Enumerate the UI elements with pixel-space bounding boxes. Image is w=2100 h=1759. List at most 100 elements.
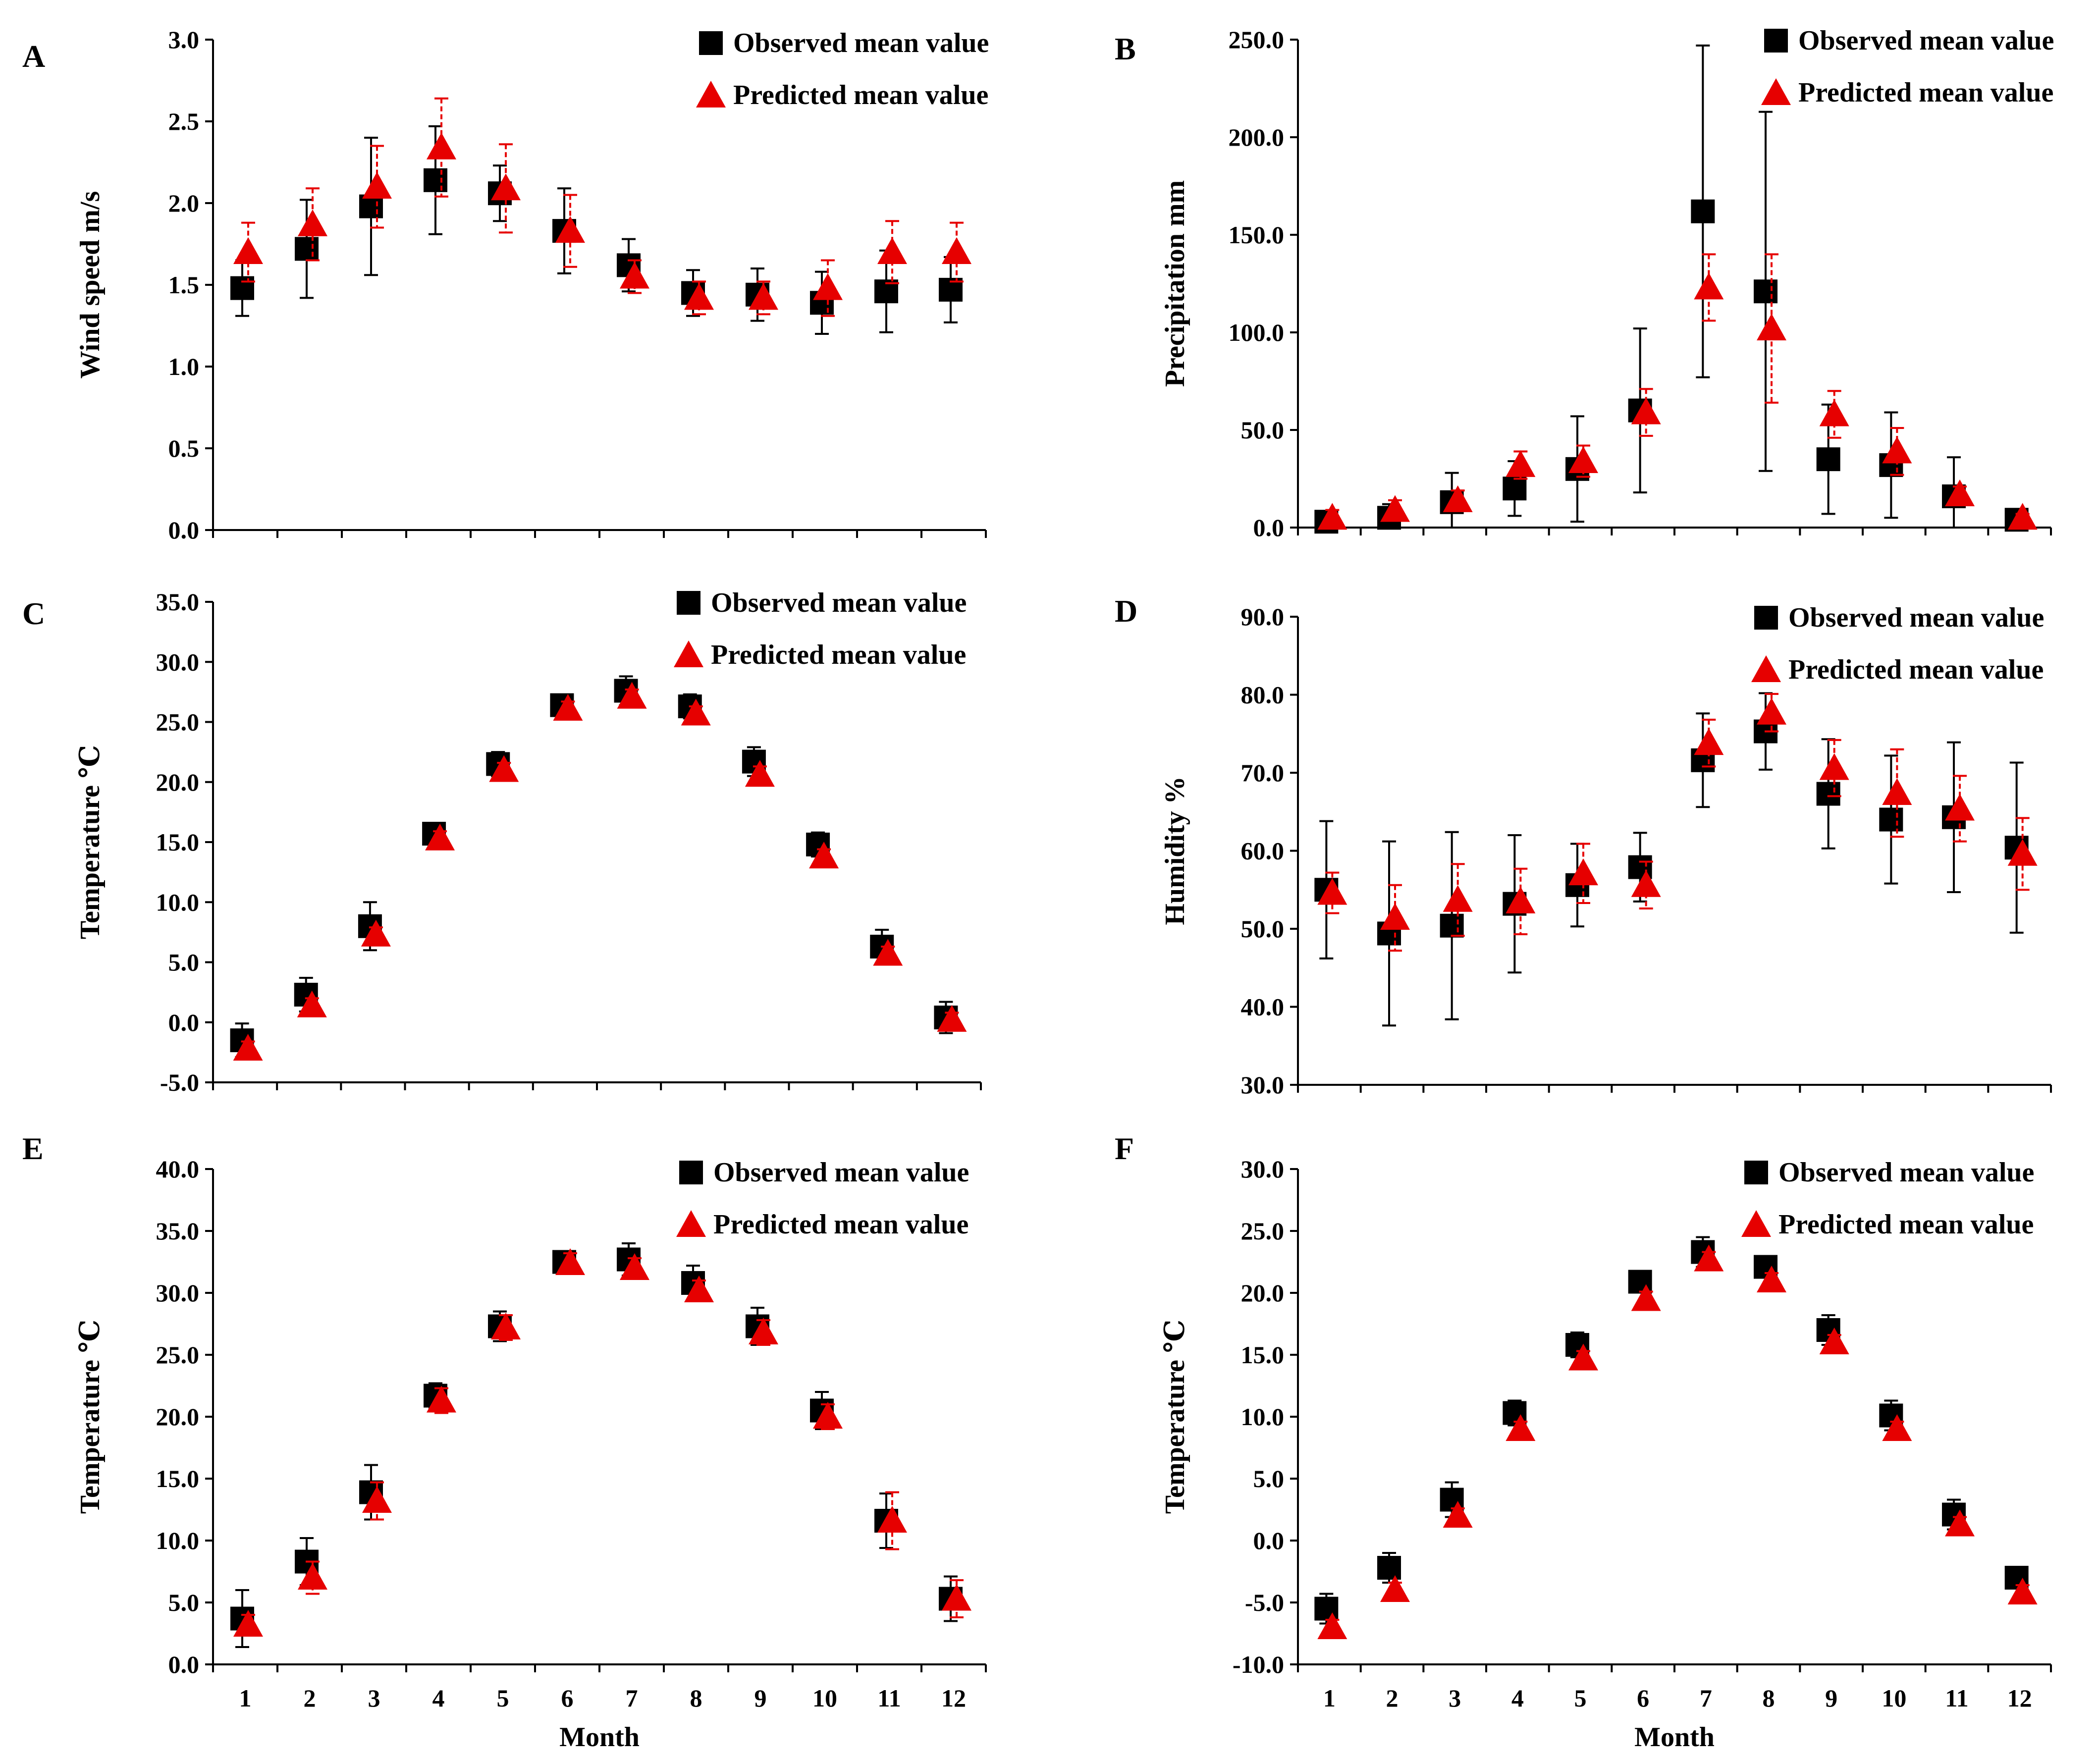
predicted-series — [233, 682, 967, 1061]
predicted-point — [809, 842, 839, 869]
predicted-point — [1317, 1612, 1347, 1639]
predicted-point — [1945, 794, 1975, 821]
legend: Observed mean value Predicted mean value — [1741, 1157, 2034, 1240]
predicted-point — [877, 1506, 907, 1533]
panel-letter: F — [1115, 1131, 1134, 1166]
observed-point — [1377, 1556, 1401, 1580]
predicted-point — [1568, 446, 1598, 474]
x-tick-label: 9 — [1825, 1684, 1837, 1712]
y-tick-label: 0.5 — [168, 434, 200, 462]
observed-series — [1314, 1236, 2029, 1625]
y-axis-title: Temperature ℃ — [1160, 1320, 1190, 1514]
legend-observed-marker — [1754, 606, 1778, 630]
predicted-point — [1631, 397, 1661, 425]
observed-point — [1816, 447, 1840, 472]
panel-letter: C — [22, 596, 45, 631]
panel-d: D 30.0 40.0 50.0 60.0 70.0 80.0 90.0 Humidity % O… — [1115, 593, 2052, 1099]
y-tick-label: 1.0 — [168, 353, 200, 380]
y-tick-label: -5.0 — [160, 1068, 199, 1096]
x-tick-label: 3 — [368, 1684, 380, 1712]
y-tick-label: 10.0 — [156, 1527, 200, 1554]
y-tick-label: 2.0 — [168, 189, 200, 217]
predicted-point — [491, 1313, 521, 1339]
x-tick-label: 2 — [1386, 1684, 1399, 1712]
predicted-series — [1317, 1244, 2038, 1639]
predicted-point — [1882, 1414, 1912, 1441]
predicted-point — [1317, 878, 1347, 905]
legend-predicted-label: Predicted mean value — [1778, 1209, 2034, 1240]
legend-observed-label: Observed mean value — [1798, 25, 2054, 56]
legend-predicted-marker — [676, 1210, 706, 1237]
predicted-point — [1757, 697, 1786, 725]
legend-predicted-label: Predicted mean value — [713, 1209, 969, 1240]
y-tick-label: 35.0 — [156, 588, 200, 616]
observed-point — [295, 237, 319, 261]
predicted-point — [2007, 503, 2038, 530]
predicted-point — [1317, 503, 1347, 530]
predicted-point — [1757, 314, 1786, 341]
predicted-point — [2007, 839, 2038, 866]
predicted-point — [1443, 485, 1473, 512]
predicted-point — [297, 990, 327, 1017]
x-tick-label: 1 — [239, 1684, 252, 1712]
x-tick-label: 5 — [1574, 1684, 1587, 1712]
y-tick-label: 60.0 — [1241, 837, 1285, 865]
predicted-point — [1506, 450, 1536, 477]
predicted-point — [425, 823, 455, 851]
legend-predicted-label: Predicted mean value — [733, 80, 988, 110]
predicted-point — [681, 698, 711, 726]
x-tick-label: 4 — [432, 1684, 445, 1712]
y-tick-label: 30.0 — [1241, 1155, 1285, 1183]
predicted-point — [1819, 1328, 1849, 1354]
x-tick-label: 12 — [941, 1684, 966, 1712]
legend: Observed mean value Predicted mean value — [1761, 25, 2054, 108]
x-axis-title: Month — [559, 1722, 640, 1753]
y-tick-label: 3.0 — [168, 26, 200, 53]
observed-series — [230, 1242, 963, 1648]
y-tick-label: 100.0 — [1229, 319, 1285, 346]
observed-series — [1314, 44, 2029, 534]
y-tick-label: 150.0 — [1229, 221, 1285, 249]
y-tick-label: 10.0 — [1241, 1403, 1285, 1431]
y-axis-title: Temperature ℃ — [75, 745, 106, 939]
legend-predicted-marker — [674, 640, 703, 667]
predicted-point — [1380, 1575, 1410, 1602]
y-tick-label: 40.0 — [156, 1155, 200, 1183]
y-tick-label: 30.0 — [1241, 1071, 1285, 1099]
x-tick-label: 6 — [1637, 1684, 1649, 1712]
observed-series — [230, 675, 958, 1059]
legend-observed-marker — [1744, 1161, 1768, 1184]
predicted-point — [1882, 436, 1912, 464]
predicted-point — [1882, 778, 1912, 805]
legend-predicted-marker — [696, 81, 726, 107]
predicted-point — [1631, 1284, 1661, 1311]
legend: Observed mean value Predicted mean value — [676, 1157, 969, 1240]
predicted-point — [427, 1386, 456, 1413]
predicted-point — [1819, 399, 1849, 426]
y-tick-label: 20.0 — [1241, 1279, 1285, 1307]
predicted-point — [684, 283, 714, 310]
predicted-point — [1568, 1343, 1598, 1371]
panel-f: F-10.0-5.00.05.010.015.020.025.030.01 2 3 4… — [1115, 1131, 2052, 1753]
panel-b: B 0.0 50.0 100.0 150.0 200.0 250.0 Precipitatio… — [1115, 25, 2054, 541]
legend-predicted-marker — [1761, 78, 1791, 105]
y-tick-label: 30.0 — [156, 1279, 200, 1307]
y-tick-label: 2.5 — [168, 107, 200, 135]
x-tick-label: 2 — [304, 1684, 316, 1712]
y-tick-label: 5.0 — [168, 1589, 200, 1616]
predicted-series — [233, 1248, 971, 1637]
x-tick-label: 10 — [1882, 1684, 1906, 1712]
x-tick-label: 9 — [754, 1684, 767, 1712]
predicted-point — [2007, 1578, 2038, 1604]
predicted-point — [489, 755, 519, 782]
y-axis-title: Humidity % — [1160, 776, 1190, 925]
panel-letter: B — [1115, 31, 1136, 66]
legend: Observed mean value Predicted mean value — [696, 28, 989, 110]
y-tick-label: 1.5 — [168, 271, 200, 299]
y-tick-label: 35.0 — [156, 1217, 200, 1245]
y-tick-label: 50.0 — [1241, 416, 1285, 444]
predicted-point — [298, 209, 327, 236]
predicted-point — [942, 1584, 971, 1611]
predicted-point — [1694, 728, 1724, 755]
